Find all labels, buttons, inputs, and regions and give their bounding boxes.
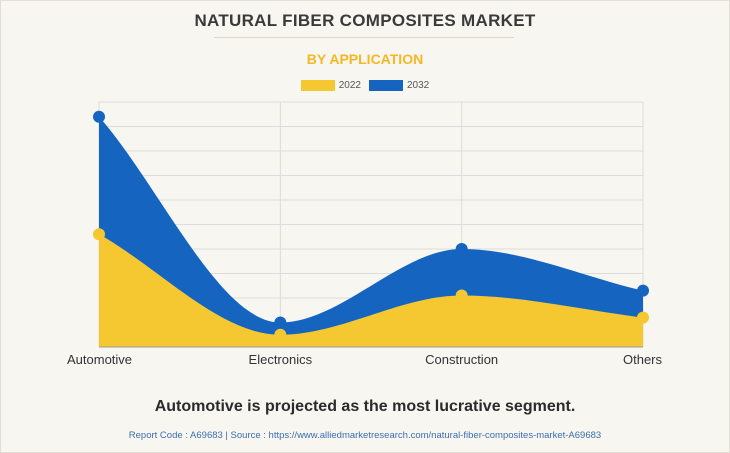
point-2022-electronics[interactable] [274, 328, 287, 341]
legend: 2022 2032 [0, 80, 730, 91]
point-2032-others[interactable] [637, 284, 649, 297]
x-tick-electronics: Electronics [249, 352, 313, 367]
legend-item-2032[interactable]: 2032 [369, 80, 429, 91]
source-footer: Report Code : A69683 | Source : https://… [128, 430, 602, 441]
chart-caption: Automotive is projected as the most lucr… [154, 398, 576, 415]
data-points [93, 110, 649, 341]
x-tick-labels: Automotive Electronics Construction Others [67, 352, 662, 367]
x-tick-construction: Construction [425, 352, 498, 367]
legend-item-2022[interactable]: 2022 [300, 80, 361, 91]
area-series-2032 [99, 116, 643, 347]
point-2022-others[interactable] [637, 311, 649, 324]
point-2022-automotive[interactable] [93, 228, 105, 241]
legend-swatch-2032 [369, 80, 403, 91]
legend-label-2022: 2022 [338, 80, 361, 91]
legend-swatch-2022 [300, 80, 335, 91]
point-2032-construction[interactable] [455, 243, 468, 255]
area-series-2022 [99, 234, 643, 347]
x-tick-automotive: Automotive [67, 352, 132, 367]
x-tick-others: Others [623, 352, 663, 367]
point-2032-automotive[interactable] [93, 110, 105, 123]
point-2032-electronics[interactable] [274, 316, 287, 329]
legend-label-2032: 2032 [407, 80, 430, 91]
title-divider [214, 37, 514, 38]
point-2022-construction[interactable] [455, 289, 468, 302]
chart-title: NATURAL FIBER COMPOSITES MARKET [194, 11, 536, 30]
chart-subtitle: BY APPLICATION [306, 51, 424, 67]
